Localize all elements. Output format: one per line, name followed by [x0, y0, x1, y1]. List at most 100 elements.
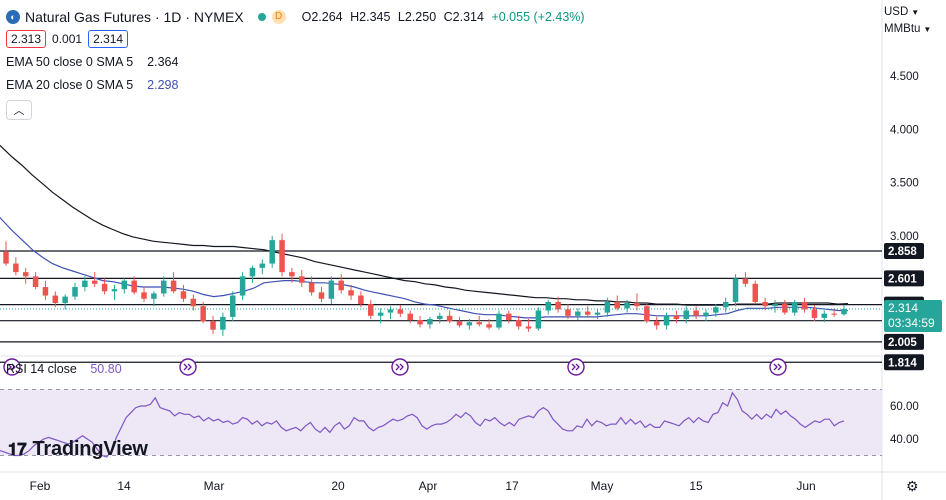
rsi-tick-label: 60.00 [890, 401, 919, 413]
candle-body [683, 310, 690, 319]
candle-body [634, 303, 640, 307]
price-tick-label: 4.000 [890, 124, 919, 136]
level-tag [884, 243, 924, 259]
ema50-legend[interactable]: EMA 50 close 0 SMA 5 2.364 [6, 50, 589, 73]
candle-body [555, 301, 561, 310]
rsi-label: RSI 14 close [6, 362, 77, 376]
ema20-label: EMA 20 close 0 SMA 5 [6, 77, 134, 92]
rsi-legend[interactable]: RSI 14 close 50.80 [6, 362, 122, 376]
countdown-label: 03:34:59 [888, 316, 935, 330]
candle-body [742, 278, 749, 284]
candle-body [101, 283, 108, 292]
candle-body [368, 304, 374, 316]
ask-button[interactable]: 2.314 [88, 30, 129, 48]
time-tick-label: 15 [689, 479, 703, 493]
event-marker-icon[interactable] [567, 358, 585, 376]
currency-selector[interactable]: USD ▼ [884, 4, 931, 21]
price-axis-header[interactable]: USD ▼ MMBtu ▼ [884, 4, 931, 38]
candle-body [427, 318, 433, 325]
candle-body [673, 315, 680, 319]
unit-label: MMBtu [884, 23, 921, 35]
candle-body [772, 304, 778, 307]
candle-body [318, 292, 325, 299]
ema20-line [0, 216, 849, 319]
high-value: H2.345 [350, 10, 391, 24]
last-price-tag [884, 299, 942, 332]
candle-body [62, 296, 68, 304]
candle-body [496, 313, 502, 328]
candle-body [811, 309, 818, 318]
candle-body [387, 309, 394, 313]
candle-body [358, 295, 364, 305]
candle-body [91, 280, 98, 284]
candle-body [644, 306, 650, 322]
settings-gear-icon[interactable]: ⚙ [906, 478, 919, 494]
candle-body [82, 280, 88, 288]
spread-value: 0.001 [52, 32, 83, 46]
rsi-line [0, 391, 845, 458]
candle-body [269, 240, 275, 264]
rsi-axis-ticks: 60.00 40.00 [890, 401, 919, 446]
time-axis-ticks: Feb 14 Mar 20 Apr 17 May 15 Jun [30, 479, 816, 493]
candle-body [200, 306, 206, 322]
candle-body [328, 280, 335, 299]
rsi-band [0, 389, 882, 456]
candle-body [170, 280, 177, 292]
candle-body [417, 320, 423, 325]
delay-badge[interactable]: D [271, 10, 286, 24]
candle-body [604, 301, 611, 313]
candle-body [525, 326, 532, 329]
bid-ask-row: 2.313 0.001 2.314 [6, 28, 589, 50]
candle-body [545, 301, 551, 311]
event-marker-icon[interactable] [769, 358, 787, 376]
candle-body [653, 321, 660, 326]
symbol-logo-icon: ◐ [6, 10, 20, 24]
price-tick-label: 3.000 [890, 231, 919, 243]
candle-body [13, 263, 19, 273]
ema20-value: 2.298 [147, 77, 179, 92]
event-marker-icon[interactable] [391, 358, 409, 376]
candle-body [72, 287, 78, 297]
candle-body [831, 313, 837, 315]
bid-button[interactable]: 2.313 [6, 30, 47, 48]
candle-body [3, 251, 9, 264]
ema50-line [0, 144, 849, 306]
event-marker-icon[interactable] [3, 358, 21, 376]
candle-body [190, 298, 197, 307]
unit-selector[interactable]: MMBtu ▼ [884, 21, 931, 38]
level-label: 2.858 [888, 246, 917, 258]
level-tag [884, 354, 924, 371]
rsi-series-line [0, 391, 845, 458]
tradingview-logo[interactable]: 𝟏𝟕 TradingView [8, 438, 148, 461]
candle-body [663, 315, 670, 326]
candle-body [752, 283, 759, 302]
ema20-legend[interactable]: EMA 20 close 0 SMA 5 2.298 [6, 73, 589, 96]
time-tick-label: Apr [419, 479, 438, 493]
collapse-legend-button[interactable]: ︿ [6, 100, 32, 120]
candle-body [594, 312, 601, 315]
candle-body [338, 280, 344, 291]
event-markers[interactable] [3, 358, 787, 376]
candle-body [446, 315, 453, 322]
chevron-down-icon: ▼ [911, 8, 920, 17]
candle-body [782, 304, 788, 313]
candle-body [111, 289, 118, 292]
candle-body [230, 295, 236, 317]
symbol-row: ◐ Natural Gas Futures · 1D · NYMEX D O2.… [6, 6, 589, 28]
time-tick-label: 17 [505, 479, 519, 493]
candlesticks [3, 233, 847, 337]
candle-body [348, 290, 354, 296]
symbol-title[interactable]: Natural Gas Futures · 1D · NYMEX [25, 9, 244, 25]
time-tick-label: Mar [204, 479, 225, 493]
time-tick-label: 20 [331, 479, 345, 493]
event-marker-icon[interactable] [179, 358, 197, 376]
candle-body [565, 309, 571, 316]
candle-body [377, 312, 384, 316]
price-tick-label: 3.500 [890, 178, 919, 190]
candle-body [801, 301, 808, 310]
candle-body [121, 280, 128, 290]
change-value: +0.055 (+2.43%) [491, 10, 585, 24]
chart-legend: ◐ Natural Gas Futures · 1D · NYMEX D O2.… [6, 6, 589, 120]
candle-body [289, 272, 295, 277]
